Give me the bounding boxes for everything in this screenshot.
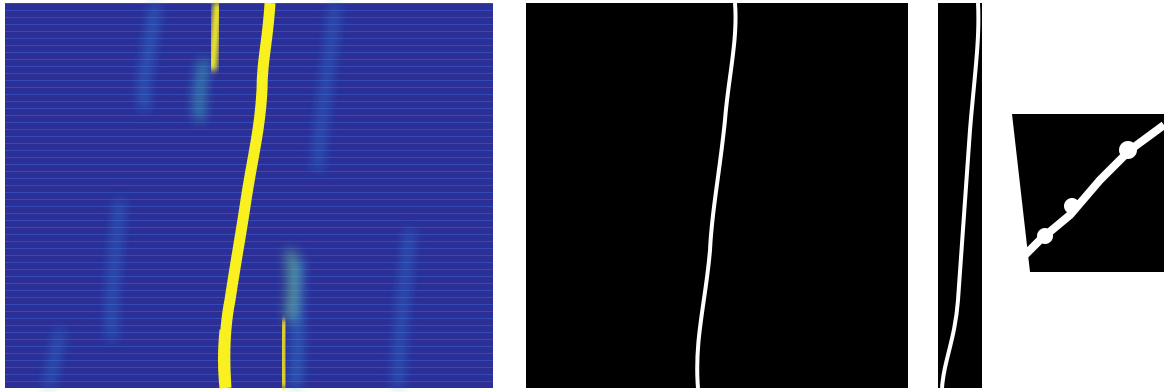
narrow-mask-panel <box>938 3 982 388</box>
figure <box>0 0 1164 392</box>
heatmap-panel <box>5 3 493 388</box>
mask-panel <box>526 3 908 388</box>
page: (() => { const data = JSON.parse(documen… <box>0 0 1164 392</box>
crop-panel <box>1012 114 1164 272</box>
